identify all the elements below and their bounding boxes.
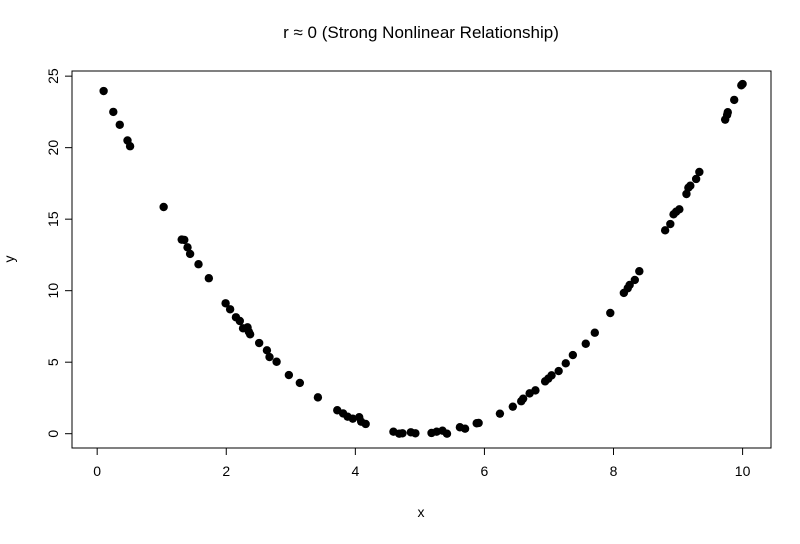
- y-tick-label: 25: [45, 68, 61, 84]
- y-axis: 0 5 10 15 20 25: [45, 68, 73, 438]
- data-point: [695, 167, 704, 177]
- plot-frame: [71, 70, 772, 449]
- data-point: [625, 280, 634, 290]
- y-tick-label: 10: [45, 283, 61, 299]
- data-point: [518, 394, 528, 403]
- x-tick-label: 6: [481, 463, 489, 479]
- data-point: [262, 346, 272, 355]
- data-point: [460, 424, 470, 433]
- data-point: [606, 308, 615, 318]
- data-point: [295, 378, 305, 388]
- y-tick-label: 0: [45, 430, 61, 438]
- data-point: [348, 414, 357, 423]
- data-point: [495, 409, 505, 418]
- data-point: [221, 299, 230, 308]
- x-axis-label: x: [418, 504, 425, 520]
- data-point: [225, 305, 235, 314]
- data-point: [99, 86, 108, 96]
- data-point: [194, 260, 203, 269]
- data-point: [442, 429, 452, 438]
- x-tick-label: 10: [735, 463, 751, 479]
- data-point: [398, 429, 407, 438]
- data-point: [284, 370, 294, 380]
- data-point: [691, 174, 701, 184]
- data-point: [554, 366, 563, 376]
- data-point: [666, 219, 675, 229]
- data-point: [730, 95, 739, 105]
- y-tick-label: 20: [45, 140, 61, 156]
- data-point: [204, 274, 214, 283]
- data-point: [738, 79, 747, 89]
- y-tick-label: 15: [45, 211, 61, 227]
- data-point: [159, 202, 168, 212]
- data-point: [245, 330, 255, 339]
- data-point: [630, 275, 640, 285]
- data-point: [590, 328, 599, 337]
- data-point: [235, 316, 245, 326]
- y-tick-label: 5: [45, 358, 61, 366]
- data-point: [561, 359, 570, 368]
- data-point: [183, 243, 192, 252]
- data-point: [254, 338, 264, 348]
- data-point: [686, 181, 695, 190]
- data-point: [272, 357, 281, 366]
- data-point: [361, 419, 370, 429]
- data-point: [313, 393, 323, 402]
- data-point: [675, 205, 684, 214]
- data-point: [185, 249, 195, 259]
- x-axis: 0 2 4 6 8 10: [93, 447, 751, 479]
- data-point: [411, 429, 420, 438]
- x-tick-label: 2: [222, 463, 230, 479]
- y-axis-label: y: [1, 256, 17, 263]
- data-point: [115, 120, 124, 129]
- data-point: [474, 418, 483, 428]
- x-tick-label: 8: [610, 463, 618, 479]
- data-point: [581, 339, 590, 348]
- data-point: [109, 107, 118, 117]
- data-point: [180, 235, 189, 245]
- data-point: [660, 226, 670, 235]
- data-point: [547, 371, 556, 380]
- data-point: [265, 352, 274, 362]
- data-points: [99, 79, 747, 438]
- chart-title: r ≈ 0 (Strong Nonlinear Relationship): [283, 23, 559, 42]
- data-point: [508, 402, 518, 411]
- data-point: [531, 386, 540, 395]
- x-tick-label: 4: [351, 463, 359, 479]
- data-point: [723, 107, 732, 117]
- x-tick-label: 0: [93, 463, 101, 479]
- data-point: [635, 267, 644, 276]
- data-point: [568, 350, 578, 360]
- data-point: [125, 142, 135, 151]
